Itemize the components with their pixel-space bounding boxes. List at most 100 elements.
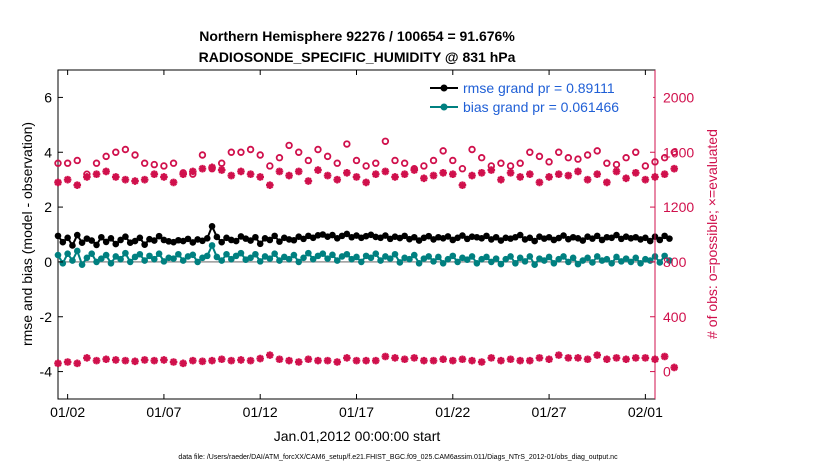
- point--obs-possible: [362, 162, 370, 170]
- point-bias: [406, 255, 413, 263]
- data-file-footnote: data file: /Users/raeder/DAI/ATM_forcXX/…: [178, 454, 618, 461]
- point--obs-possible: [670, 148, 678, 156]
- point-rmse: [382, 232, 389, 239]
- point--obs-possible: [333, 159, 341, 167]
- point--obs-possible: [622, 154, 630, 162]
- point--obs-rejected: [92, 356, 101, 365]
- point--obs-evaluated: [140, 175, 149, 184]
- point-rmse: [252, 233, 259, 241]
- point--obs-evaluated: [429, 171, 438, 180]
- point--obs-evaluated: [314, 166, 322, 174]
- point-rmse: [136, 234, 144, 242]
- point--obs-possible: [458, 164, 467, 173]
- legend-bias-label: bias grand pr = 0.061466: [463, 99, 619, 115]
- point--obs-possible: [237, 148, 245, 156]
- point-bias: [637, 259, 644, 267]
- legend-rmse-label: rmse grand pr = 0.89111: [463, 80, 615, 96]
- point--obs-possible: [449, 156, 457, 165]
- point-rmse: [642, 234, 649, 242]
- point--obs-possible: [304, 156, 313, 165]
- point--obs-possible: [391, 156, 399, 165]
- point-bias: [155, 250, 163, 257]
- point-bias: [333, 257, 341, 264]
- point--obs-possible: [314, 145, 322, 154]
- point--obs-evaluated: [564, 171, 573, 180]
- point-bias: [179, 257, 187, 264]
- point-bias: [386, 255, 394, 262]
- point-rmse: [444, 233, 452, 240]
- point-bias: [285, 255, 293, 263]
- point-bias: [497, 260, 505, 268]
- point-bias: [203, 252, 211, 260]
- point--obs-rejected: [352, 356, 361, 365]
- y-right-tick-label: 1200: [663, 199, 694, 215]
- point-rmse: [98, 233, 105, 241]
- point--obs-evaluated: [217, 166, 226, 174]
- point--obs-rejected: [670, 363, 679, 372]
- point--obs-evaluated: [111, 173, 120, 181]
- point-rmse: [459, 232, 466, 239]
- y-left-tick-label: 2: [44, 199, 52, 215]
- point-bias: [83, 254, 91, 262]
- point-rmse: [656, 236, 664, 244]
- point--obs-evaluated: [583, 175, 592, 184]
- point-bias: [93, 258, 100, 266]
- point--obs-possible: [63, 159, 72, 167]
- point--obs-evaluated: [333, 175, 342, 184]
- point--obs-evaluated: [246, 170, 255, 178]
- point-bias: [415, 259, 423, 267]
- point--obs-evaluated: [439, 169, 447, 177]
- point-rmse: [492, 233, 500, 241]
- point-rmse: [131, 237, 139, 245]
- point-rmse: [483, 232, 490, 240]
- point--obs-evaluated: [622, 174, 630, 183]
- point--obs-evaluated: [343, 169, 351, 177]
- point-bias: [372, 250, 380, 257]
- point-bias: [126, 258, 134, 266]
- series-layer: [54, 137, 679, 372]
- point-bias: [88, 250, 96, 257]
- point-bias: [531, 261, 538, 268]
- point-bias: [122, 249, 129, 257]
- point--obs-rejected: [487, 354, 496, 362]
- point--obs-evaluated: [670, 164, 679, 173]
- point--obs-rejected: [516, 356, 524, 365]
- point-bias: [353, 253, 360, 261]
- point--obs-evaluated: [516, 173, 524, 181]
- point--obs-possible: [323, 152, 332, 161]
- point-bias: [290, 251, 298, 259]
- point-rmse: [271, 232, 278, 240]
- point--obs-evaluated: [256, 173, 265, 181]
- point-rmse: [497, 237, 505, 244]
- point-bias: [64, 250, 71, 257]
- legend-box: [425, 80, 653, 118]
- point-rmse: [107, 235, 115, 242]
- point-rmse: [410, 233, 418, 241]
- point-bias: [131, 253, 139, 261]
- point--obs-evaluated: [554, 170, 563, 178]
- point--obs-evaluated: [227, 171, 236, 180]
- point--obs-evaluated: [362, 178, 370, 187]
- point--obs-rejected: [323, 356, 332, 365]
- point--obs-rejected: [131, 357, 139, 366]
- point-rmse: [189, 239, 197, 246]
- point-bias: [410, 251, 418, 259]
- point--obs-evaluated: [420, 174, 428, 183]
- point--obs-rejected: [506, 355, 515, 364]
- point--obs-evaluated: [150, 170, 159, 178]
- point-rmse: [232, 237, 240, 245]
- point-bias: [439, 259, 447, 267]
- x-tick-label: 01/22: [435, 404, 470, 420]
- point-rmse: [589, 235, 596, 242]
- point--obs-evaluated: [506, 169, 515, 177]
- point--obs-rejected: [468, 356, 476, 365]
- point-bias: [232, 252, 240, 260]
- point--obs-possible: [641, 162, 650, 170]
- point-bias: [150, 255, 158, 263]
- y-right-tick-label: 0: [663, 364, 671, 380]
- point-rmse: [545, 233, 553, 241]
- point-bias: [247, 254, 254, 262]
- point-bias: [309, 255, 317, 263]
- point-rmse: [102, 238, 110, 246]
- point-bias: [228, 255, 235, 263]
